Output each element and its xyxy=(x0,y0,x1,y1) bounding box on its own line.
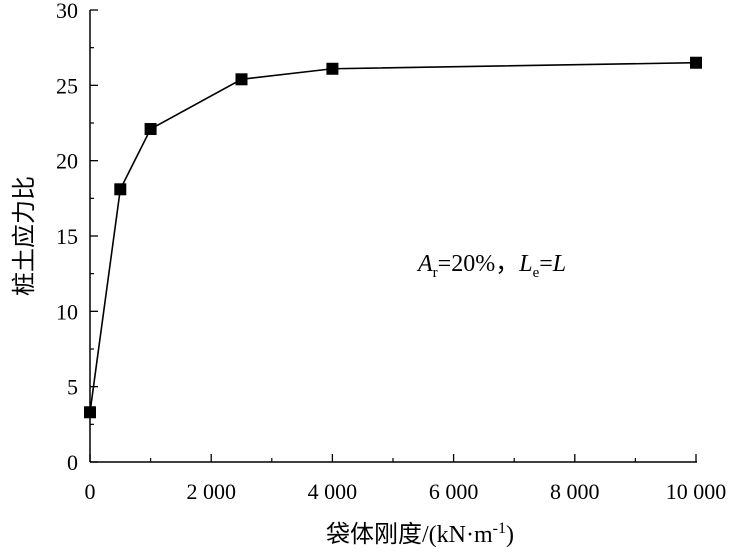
series-line xyxy=(89,61,697,413)
y-tick-label: 25 xyxy=(56,73,78,98)
y-tick-label: 10 xyxy=(56,299,78,324)
y-tick-label: 30 xyxy=(56,0,78,23)
y-axis-title: 桩土应力比 xyxy=(11,176,38,296)
data-point xyxy=(114,183,127,196)
y-axis-ticks: 0 5 10 15 20 25 30 xyxy=(56,0,98,475)
x-tick-label: 10 000 xyxy=(666,479,727,504)
x-tick-label: 0 xyxy=(85,479,96,504)
data-point xyxy=(144,123,157,136)
x-tick-label: 8 000 xyxy=(550,479,600,504)
y-tick-label: 15 xyxy=(56,224,78,249)
axes xyxy=(89,10,697,463)
x-tick-label: 6 000 xyxy=(429,479,479,504)
data-point xyxy=(235,73,248,86)
y-tick-label: 0 xyxy=(67,450,78,475)
x-axis-ticks: 0 2 000 4 000 6 000 8 000 10 000 xyxy=(85,454,727,504)
x-tick-label: 4 000 xyxy=(308,479,358,504)
data-point xyxy=(84,406,96,419)
data-point xyxy=(326,62,339,75)
y-tick-label: 5 xyxy=(67,375,78,400)
x-axis-title: 袋体刚度/(kN·m-1) xyxy=(326,520,514,548)
x-tick-label: 2 000 xyxy=(186,479,236,504)
series-markers xyxy=(84,56,702,419)
y-tick-label: 20 xyxy=(56,149,78,174)
chart-annotation: Ar=20%，Le=L xyxy=(416,251,566,281)
data-point xyxy=(690,56,702,69)
